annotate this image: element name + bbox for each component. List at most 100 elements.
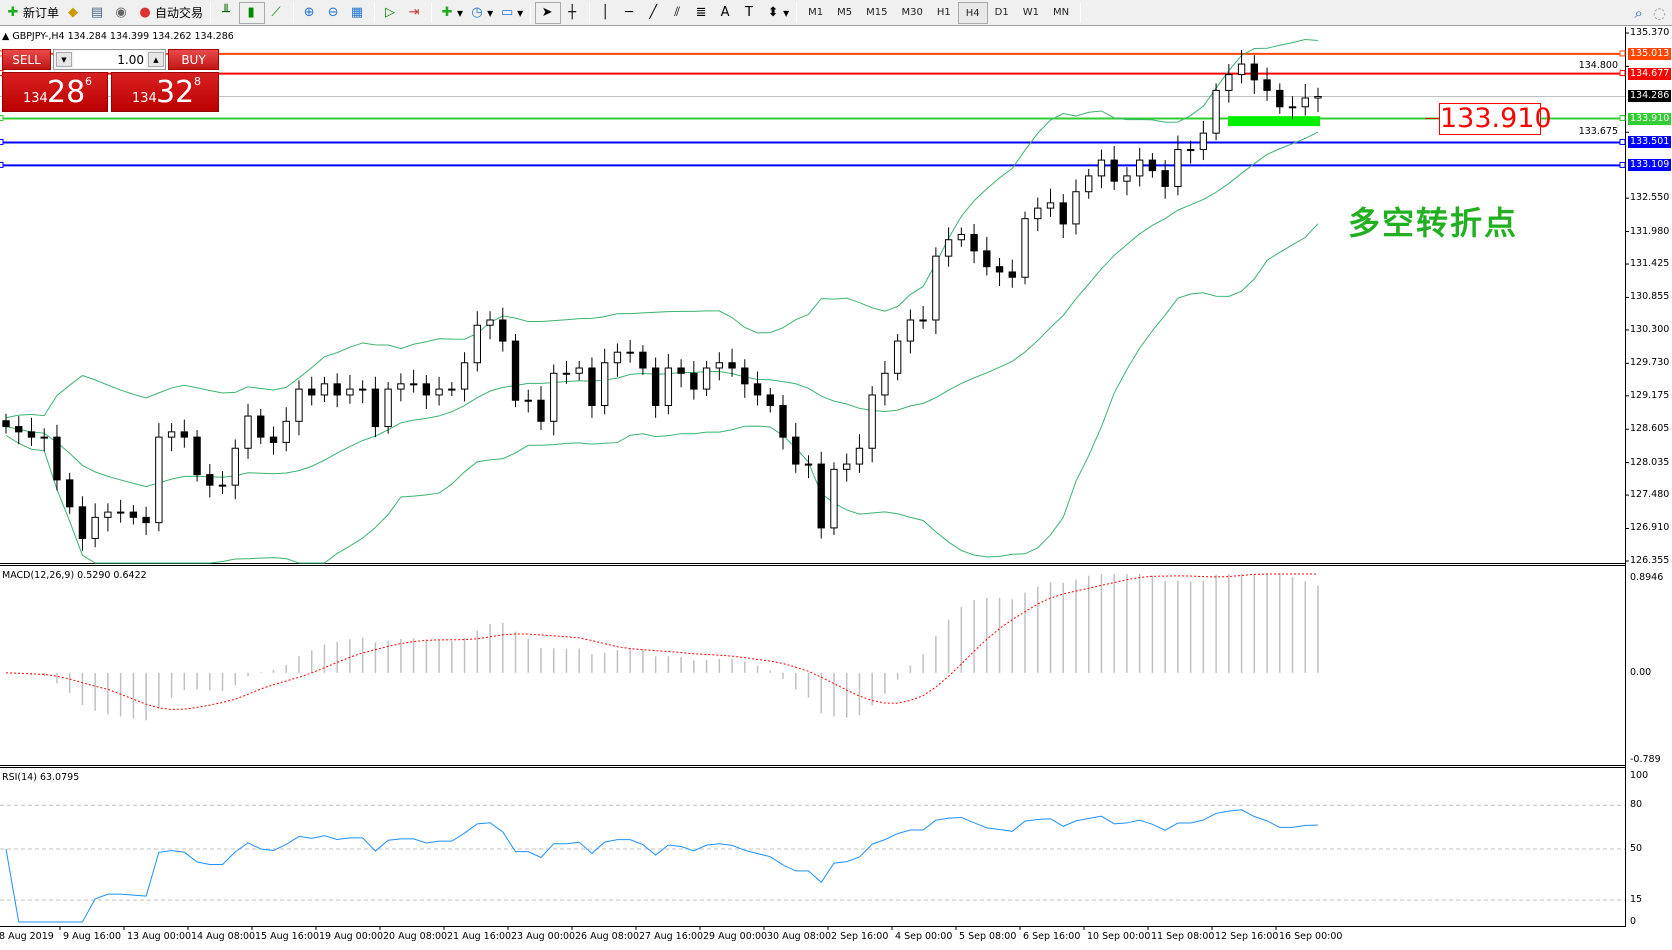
candle-bullish [881,372,889,396]
trendline-icon: ╱ [649,4,658,20]
candle-bearish [499,319,507,342]
new-order-button[interactable]: ✚ 新订单 [2,2,62,24]
turning-point-note[interactable]: 多空转折点 [1348,204,1519,242]
candle-bullish [1034,207,1042,220]
candle-bullish [1314,95,1322,99]
candle-bullish [1288,106,1297,109]
signals-button[interactable]: ◉ [110,2,134,24]
candle-bullish [1021,218,1029,278]
template-icon: ▭ [500,4,514,20]
zoom-in-button[interactable]: ⊕ [298,2,322,24]
bid-price-tag: 134.286 [1628,90,1672,103]
buy-button[interactable]: BUY [168,49,219,70]
candle-bearish [677,367,685,374]
horizontal-line-button[interactable]: ─ [618,2,642,24]
lot-size-field: ▼ ▲ [53,49,166,70]
price-axis-label: 130.300 [1630,323,1670,335]
line-handle [1619,50,1626,57]
candle-bullish [104,511,112,518]
periods-button[interactable]: ◷ ▾ [466,2,496,24]
cursor-button[interactable]: ➤ [535,1,562,24]
text-button[interactable]: A [714,2,738,24]
candle-chart-button[interactable]: ▮ [239,1,266,24]
price-axis-label: 129.730 [1630,357,1670,369]
buy-price[interactable]: 134 32 8 [111,72,219,112]
price-axis-label: 126.355 [1630,555,1670,566]
arrows-button[interactable]: ⬍ ▾ [762,2,792,24]
candle-bearish [766,394,774,406]
zoom-out-button[interactable]: ⊖ [322,2,346,24]
candle-bullish [804,463,813,466]
line-chart-button[interactable]: ⟋ [265,2,289,24]
time-axis-label: 20 Aug 08:00 [383,931,448,942]
timeframe-m5[interactable]: M5 [837,6,853,18]
signal-icon: ◉ [115,4,127,20]
line-handle [1619,138,1626,145]
auto-scroll-button[interactable]: ▷ [379,2,403,24]
candle-bearish [257,415,265,438]
candle-bullish [218,484,227,487]
candle-bullish [358,388,367,391]
text-label-button[interactable]: T [738,2,762,24]
line-handle [0,161,4,168]
panel-divider[interactable] [0,765,1625,768]
timeframe-bar: M1 M5 M15 M30 H1 H4 D1 W1 MN [801,1,1076,24]
timeframe-mn[interactable]: MN [1052,6,1070,18]
fibonacci-button[interactable]: ≣ [690,2,714,24]
timeframe-m15[interactable]: M15 [866,6,888,18]
bollinger-band-upper [5,39,1319,419]
indicators-button[interactable]: ✚ ▾ [436,2,466,24]
price-axis-label: 128.605 [1630,423,1670,435]
lot-increase-button[interactable]: ▲ [148,52,164,67]
candle-bullish [320,383,329,396]
candle-bullish [843,463,851,470]
candle-bearish [817,463,825,529]
templates-button[interactable]: ▭ ▾ [500,4,524,20]
panel-divider[interactable] [0,563,1625,566]
price-axis-label: 131.425 [1630,258,1670,270]
crosshair-button[interactable]: ┼ [561,2,585,24]
channel-button[interactable]: ⫽ [666,2,690,24]
candle-bullish [613,351,622,364]
vertical-line-button[interactable]: │ [594,2,618,24]
auto-trading-button[interactable]: ● 自动交易 [134,2,206,24]
candle-bearish [537,399,545,422]
text-icon: A [720,4,730,20]
candle-bullish [1097,159,1106,177]
candle-bullish [855,447,864,465]
timeframe-h1[interactable]: H1 [936,6,951,18]
chart-symbol-ohlc: GBPJPY-,H4 134.284 134.399 134.262 134.2… [12,31,234,42]
chat-icon[interactable]: ◌ [1652,4,1666,22]
divider [530,2,532,23]
bar-chart-button[interactable]: ╨ [215,2,239,24]
time-axis-label: 30 Aug 08:00 [767,931,832,942]
tile-windows-button[interactable]: ▦ [346,2,370,24]
timeframe-h4[interactable]: H4 [957,1,988,24]
timeframe-w1[interactable]: W1 [1022,6,1039,18]
time-axis-label: 6 Sep 16:00 [1023,931,1081,942]
candle-bullish [231,447,239,486]
candle-bullish [1123,175,1131,182]
timeframe-m1[interactable]: M1 [808,6,824,18]
chart-shift-button[interactable]: ⇥ [403,2,427,24]
lot-size-input[interactable] [74,51,146,68]
candle-bullish [893,340,902,374]
timeframe-m30[interactable]: M30 [901,6,923,18]
search-icon[interactable]: ⌕ [1634,4,1643,22]
clock-icon: ◷ [471,4,483,20]
price-axis-label: 131.980 [1630,225,1670,237]
candle-bullish [830,468,838,529]
sell-button[interactable]: SELL [2,49,51,70]
trendline-button[interactable]: ╱ [642,2,666,24]
time-axis-label: 11 Sep 08:00 [1151,931,1215,942]
sell-price[interactable]: 134 28 6 [2,72,108,112]
level-annotation[interactable]: 133.910 [1439,103,1552,135]
lot-decrease-button[interactable]: ▼ [56,52,72,67]
candle-bullish [715,362,724,369]
market-watch-button[interactable]: ◆ [62,2,86,24]
time-axis-label: 5 Sep 08:00 [959,931,1017,942]
navigator-button[interactable]: ▤ [86,2,110,24]
line-handle [1619,161,1626,168]
timeframe-d1[interactable]: D1 [994,6,1009,18]
